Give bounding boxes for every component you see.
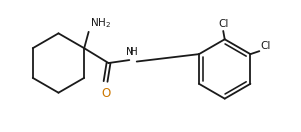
Text: Cl: Cl [260, 41, 270, 51]
Text: NH$_2$: NH$_2$ [90, 17, 111, 30]
Text: Cl: Cl [218, 20, 228, 29]
Text: H: H [130, 46, 138, 56]
Text: N: N [126, 46, 134, 56]
Text: O: O [101, 87, 110, 100]
